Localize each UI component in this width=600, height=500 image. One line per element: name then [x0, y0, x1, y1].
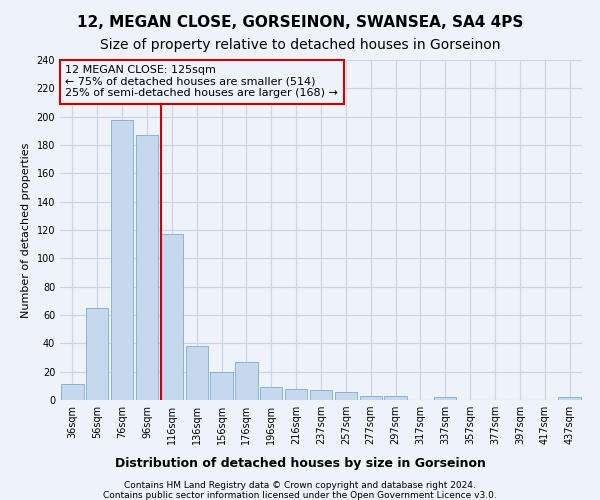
- Text: 12, MEGAN CLOSE, GORSEINON, SWANSEA, SA4 4PS: 12, MEGAN CLOSE, GORSEINON, SWANSEA, SA4…: [77, 15, 523, 30]
- Text: 12 MEGAN CLOSE: 125sqm
← 75% of detached houses are smaller (514)
25% of semi-de: 12 MEGAN CLOSE: 125sqm ← 75% of detached…: [65, 65, 338, 98]
- Bar: [235, 362, 257, 400]
- Bar: [211, 372, 233, 400]
- Bar: [111, 120, 133, 400]
- Text: Contains public sector information licensed under the Open Government Licence v3: Contains public sector information licen…: [103, 491, 497, 500]
- Bar: [559, 397, 581, 400]
- Bar: [434, 397, 457, 400]
- Bar: [136, 135, 158, 400]
- Bar: [260, 387, 283, 400]
- Bar: [161, 234, 183, 400]
- Bar: [335, 392, 357, 400]
- Bar: [86, 308, 109, 400]
- Bar: [61, 384, 83, 400]
- Bar: [185, 346, 208, 400]
- Bar: [285, 388, 307, 400]
- Text: Size of property relative to detached houses in Gorseinon: Size of property relative to detached ho…: [100, 38, 500, 52]
- Bar: [359, 396, 382, 400]
- Text: Distribution of detached houses by size in Gorseinon: Distribution of detached houses by size …: [115, 458, 485, 470]
- Y-axis label: Number of detached properties: Number of detached properties: [21, 142, 31, 318]
- Bar: [385, 396, 407, 400]
- Bar: [310, 390, 332, 400]
- Text: Contains HM Land Registry data © Crown copyright and database right 2024.: Contains HM Land Registry data © Crown c…: [124, 481, 476, 490]
